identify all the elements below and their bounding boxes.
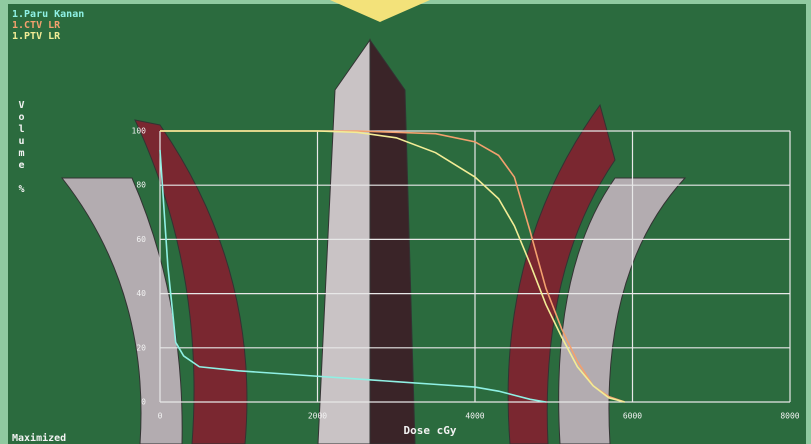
y-tick-label: 60 <box>136 235 146 244</box>
series-line <box>159 149 547 403</box>
decor-left-red <box>134 119 248 444</box>
y-axis-title: Volume % <box>16 100 27 196</box>
x-tick-label: 6000 <box>623 412 642 421</box>
legend-entry: 1.PTV LR <box>12 31 61 42</box>
y-tick-label: 40 <box>136 289 146 298</box>
x-tick-label: 0 <box>158 412 163 421</box>
decor-left-gray <box>60 177 183 444</box>
decor-obelisk-light <box>317 38 371 444</box>
y-tick-label: 80 <box>136 181 146 190</box>
legend-entry: 1.CTV LR <box>12 20 61 31</box>
y-tick-label: 100 <box>132 127 147 136</box>
decor-right-red <box>507 103 616 444</box>
decor-top <box>330 0 430 22</box>
y-tick-label: 20 <box>136 343 146 352</box>
status-text: Maximized <box>12 432 66 444</box>
x-tick-label: 8000 <box>780 412 799 421</box>
legend-entry: 1.Paru Kanan <box>12 9 84 20</box>
x-tick-label: 2000 <box>308 412 327 421</box>
x-tick-label: 4000 <box>465 412 484 421</box>
y-tick-label: 0 <box>141 398 146 407</box>
series-line <box>160 130 625 403</box>
x-axis-title: Dose cGy <box>404 424 457 437</box>
